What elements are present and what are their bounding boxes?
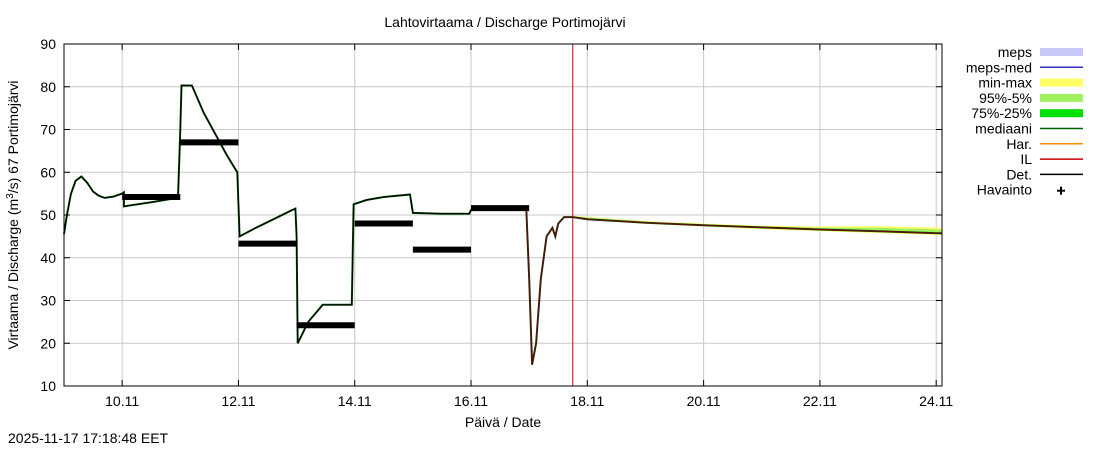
x-tick-label: 10.11 — [105, 393, 139, 409]
legend: mepsmeps-medmin-max95%-5%75%-25%mediaani… — [966, 44, 1083, 198]
legend-item: min-max — [978, 75, 1083, 91]
legend-swatch — [1040, 48, 1083, 56]
legend-swatch — [1040, 109, 1083, 118]
legend-label: Det. — [1006, 166, 1032, 182]
legend-label: 95%-5% — [979, 90, 1032, 106]
legend-swatch — [1040, 93, 1083, 102]
legend-label: meps — [998, 44, 1032, 60]
legend-item: 95%-5% — [979, 90, 1083, 106]
y-tick-label: 40 — [40, 250, 56, 266]
legend-item: 75%-25% — [971, 105, 1083, 121]
grid-lines — [64, 43, 942, 387]
x-tick-label: 12.11 — [221, 393, 255, 409]
axis-ticks: 10 20 30 40 50 60 70 80 90 10.11 12.11 14.11 16.11 18… — [40, 36, 953, 409]
y-tick-label: 90 — [40, 36, 56, 52]
series-lines — [63, 84, 943, 365]
legend-swatch — [1040, 78, 1083, 87]
y-tick-label: 10 — [40, 378, 56, 394]
y-tick-label: 70 — [40, 122, 56, 138]
y-tick-label: 80 — [40, 79, 56, 95]
legend-label: Har. — [1006, 136, 1032, 152]
median-line — [63, 84, 943, 365]
legend-item: Det. — [1006, 166, 1083, 182]
y-tick-label: 60 — [40, 164, 56, 180]
x-tick-label: 18.11 — [570, 393, 604, 409]
x-tick-label: 20.11 — [687, 393, 721, 409]
il-line — [525, 208, 943, 365]
percentile-band — [572, 216, 942, 234]
legend-label: Havainto — [977, 182, 1032, 198]
y-tick-label: 50 — [40, 207, 56, 223]
legend-label: IL — [1020, 151, 1032, 167]
legend-label: meps-med — [966, 59, 1032, 75]
legend-item: mediaani — [975, 121, 1083, 137]
x-tick-label: 22.11 — [803, 393, 837, 409]
y-tick-label: 30 — [40, 293, 56, 309]
legend-label: mediaani — [975, 121, 1032, 137]
y-axis-label: Virtaama / Discharge (m3/s) 67 Portimojä… — [5, 80, 21, 349]
y-tick-label: 20 — [40, 335, 56, 351]
legend-label: 75%-25% — [971, 105, 1032, 121]
timestamp: 2025-11-17 17:18:48 EET — [8, 430, 169, 446]
legend-item: Har. — [1006, 136, 1083, 152]
legend-item: meps-med — [966, 59, 1083, 75]
x-tick-label: 14.11 — [338, 393, 372, 409]
legend-item: Havainto — [977, 182, 1065, 198]
x-tick-label: 16.11 — [454, 393, 488, 409]
legend-label: min-max — [978, 75, 1032, 91]
legend-item: meps — [998, 44, 1083, 60]
x-tick-label: 24.11 — [919, 393, 953, 409]
det-line — [63, 84, 943, 365]
legend-item: IL — [1020, 151, 1083, 167]
observation-markers — [122, 139, 530, 329]
chart-title: Lahtovirtaama / Discharge Portimojärvi — [384, 14, 625, 30]
x-axis-label: Päivä / Date — [465, 414, 541, 430]
